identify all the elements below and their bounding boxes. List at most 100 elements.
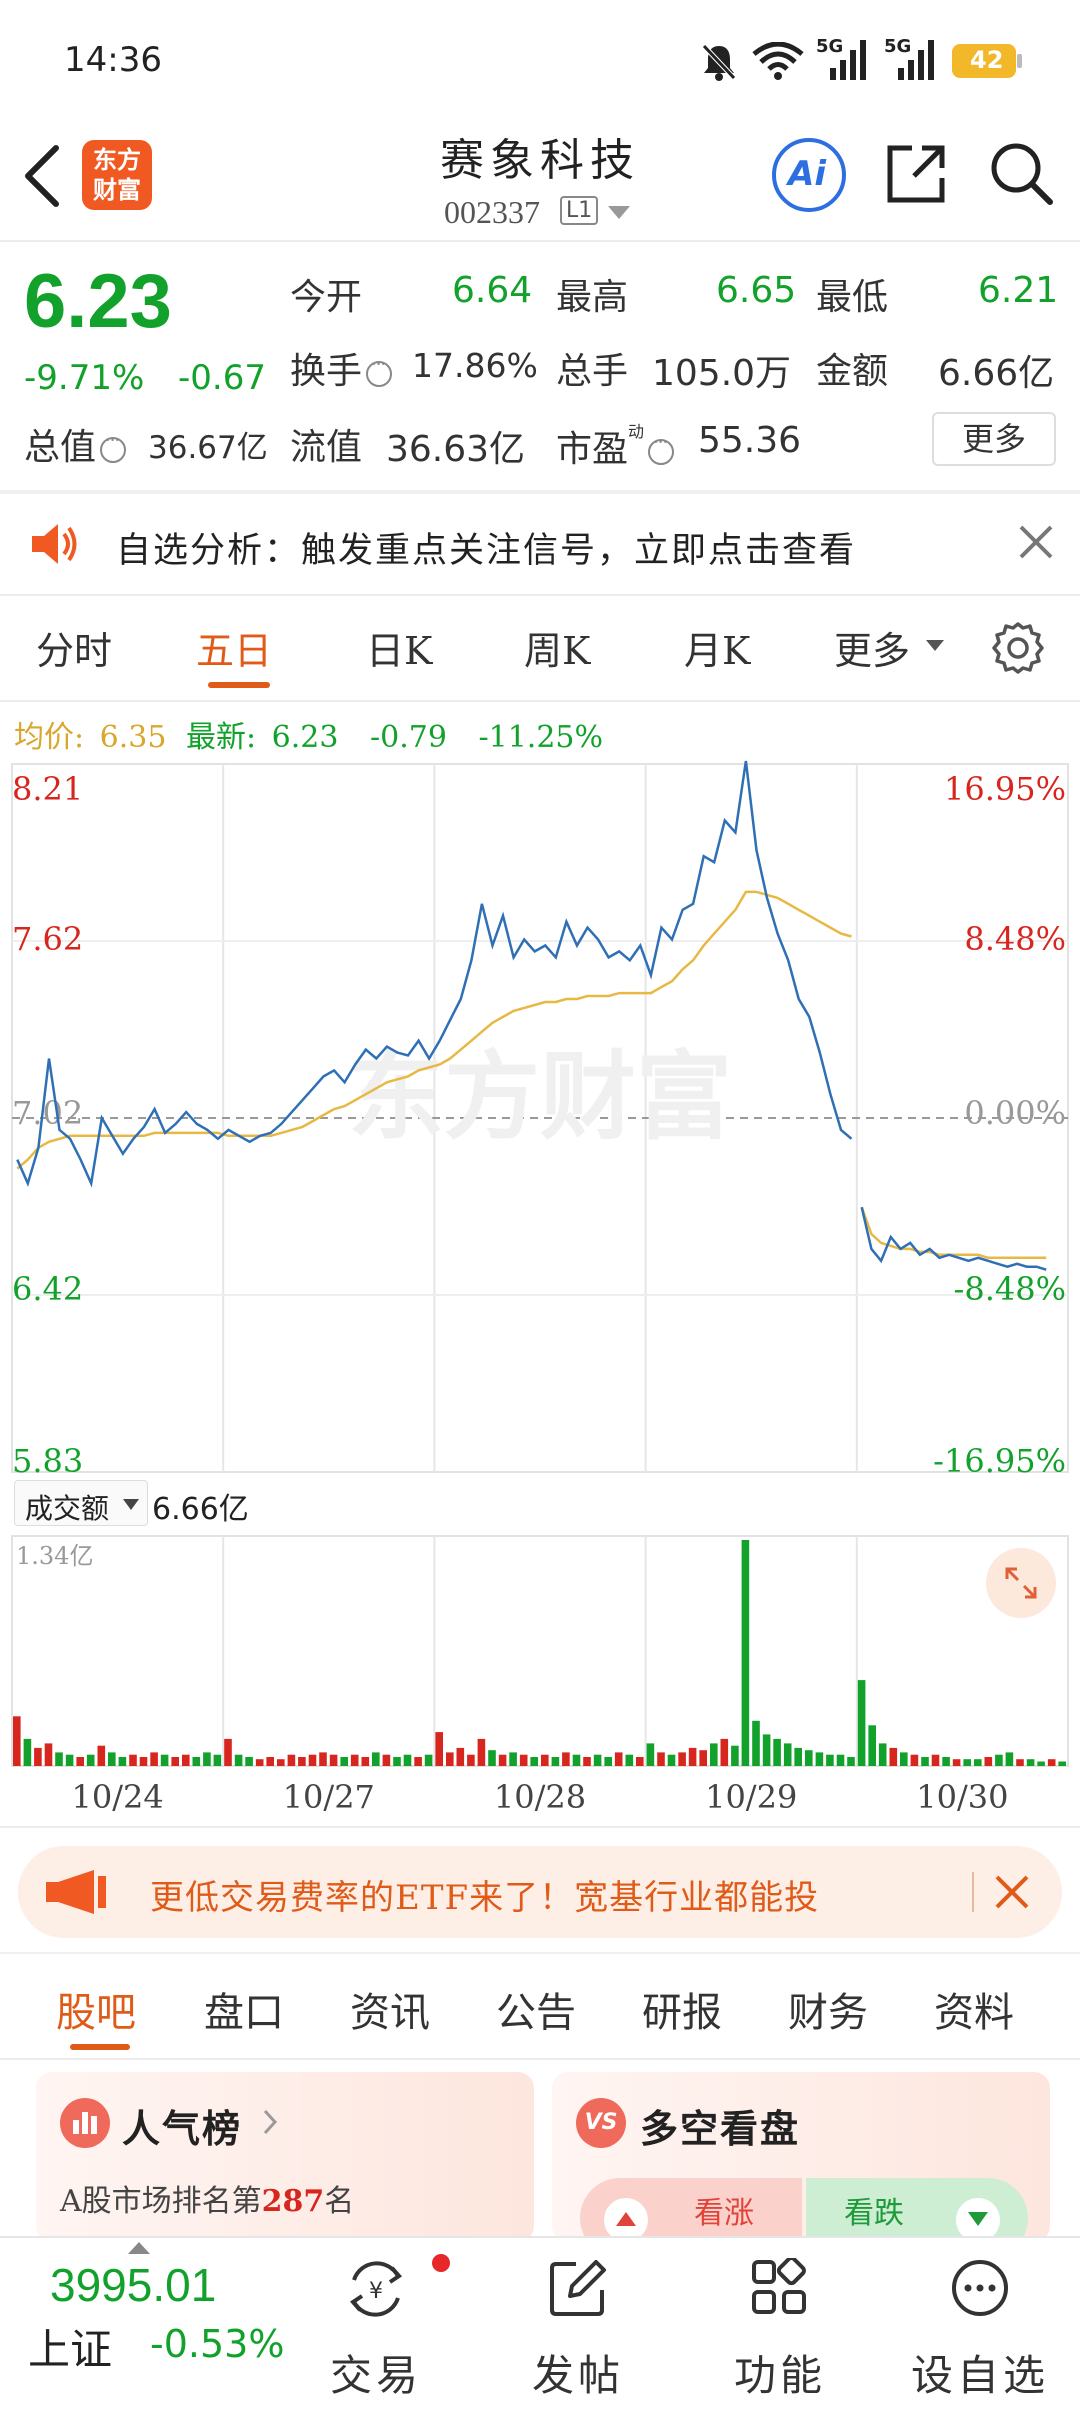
volume-bar	[963, 1759, 971, 1766]
info-icon[interactable]	[648, 432, 675, 465]
volume-bar	[625, 1754, 634, 1766]
stock-code: 002337	[444, 194, 540, 230]
volume-bar	[182, 1754, 190, 1766]
volume-bar	[446, 1752, 454, 1766]
tab-profile[interactable]: 资料	[934, 1990, 1014, 2036]
volume-bar	[952, 1759, 961, 1766]
nav-functions[interactable]: 功能	[680, 2248, 880, 2408]
y-tick-label: 6.42	[12, 1270, 83, 1308]
volume-bar	[340, 1757, 348, 1766]
x-tick-label: 10/27	[282, 1778, 375, 1816]
tab-research[interactable]: 研报	[642, 1990, 722, 2036]
chevron-right-icon	[263, 2109, 278, 2135]
volume-bar	[308, 1754, 317, 1766]
low-label: 最低	[816, 277, 889, 318]
y-tick-pct-label: 8.48%	[964, 920, 1066, 958]
speaker-icon	[32, 524, 77, 564]
volume-bar	[245, 1757, 253, 1766]
pe-label: 市盈动	[556, 418, 678, 472]
app-header: 东方 财富 赛象科技 002337 L1 Ai	[0, 110, 1080, 240]
close-icon[interactable]	[994, 1874, 1030, 1910]
tab-weekly-k[interactable]: 周K	[524, 629, 591, 673]
share-icon[interactable]	[884, 142, 948, 206]
volume-bar	[720, 1738, 729, 1766]
volume-bar	[118, 1757, 127, 1766]
longshort-card[interactable]: VS 多空看盘 看涨 看跌	[552, 2072, 1050, 2242]
index-name[interactable]: 上证	[28, 2325, 113, 2374]
latest-change-pct: -11.25%	[478, 720, 604, 755]
x-tick-label: 10/24	[71, 1778, 164, 1816]
analysis-notice[interactable]: 自选分析：触发重点关注信号，立即点击查看	[0, 494, 1080, 594]
info-icon[interactable]	[100, 430, 127, 463]
volume-bar	[646, 1743, 655, 1766]
volume-value: 105.0万	[652, 353, 792, 394]
y-tick-label: 8.21	[12, 770, 83, 808]
volume-bar	[329, 1754, 338, 1766]
price-chart[interactable]: 东方财富 8.21 7.62 7.02 6.42 5.83 16.95% 8.48% 0.00%…	[0, 760, 1080, 1476]
y-tick-label: 7.62	[12, 920, 83, 958]
volume-bar	[76, 1757, 84, 1766]
volume-bar	[752, 1720, 760, 1766]
tab-announcements[interactable]: 公告	[496, 1990, 576, 2036]
turnover-value: 17.86%	[412, 346, 538, 385]
tab-daily-k[interactable]: 日K	[366, 629, 433, 673]
tab-news[interactable]: 资讯	[350, 1990, 430, 2036]
pe-value: 55.36	[698, 420, 802, 461]
chart-info-row: 均价: 6.35 最新: 6.23 -0.79 -11.25%	[14, 712, 603, 756]
x-tick-label: 10/28	[493, 1778, 587, 1816]
arrow-down-icon	[968, 2212, 988, 2226]
volume-bar	[783, 1743, 792, 1766]
stock-code-row[interactable]: 002337 L1	[440, 190, 660, 234]
volume-bar	[393, 1757, 401, 1766]
popularity-card[interactable]: 人气榜 A股市场排名第287名	[36, 2072, 534, 2242]
ai-button[interactable]: Ai	[772, 138, 846, 212]
bear-button[interactable]: 看跌	[806, 2178, 1028, 2242]
tab-guba[interactable]: 股吧	[56, 1990, 136, 2036]
volume-bar	[1026, 1759, 1035, 1766]
more-button[interactable]: 更多	[932, 412, 1056, 466]
app-logo: 东方 财富	[82, 140, 152, 210]
nav-add-watchlist[interactable]: 设自选	[880, 2248, 1080, 2408]
volume-bar	[234, 1754, 243, 1766]
volume-bar	[1016, 1759, 1024, 1766]
avg-value: 6.35	[99, 720, 167, 755]
trade-icon: ¥	[349, 2261, 403, 2317]
tab-monthly-k[interactable]: 月K	[684, 629, 751, 673]
volume-bar	[456, 1747, 465, 1766]
nav-trade[interactable]: ¥ 交易	[276, 2248, 476, 2408]
info-icon[interactable]	[366, 354, 393, 387]
volume-bar	[266, 1757, 274, 1766]
volume-max-label: 1.34亿	[16, 1542, 93, 1570]
search-icon[interactable]	[988, 140, 1054, 206]
tab-intraday[interactable]: 分时	[36, 629, 113, 673]
mute-icon	[702, 44, 736, 81]
avg-label: 均价:	[14, 720, 85, 755]
tab-pankou[interactable]: 盘口	[204, 1990, 284, 2036]
notification-dot	[432, 2254, 450, 2272]
nav-post[interactable]: 发帖	[478, 2248, 678, 2408]
tab-finance[interactable]: 财务	[788, 1990, 868, 2036]
etf-banner[interactable]: 更低交易费率的ETF来了！宽基行业都能投	[18, 1846, 1062, 1938]
close-icon[interactable]	[1018, 524, 1054, 560]
gear-icon[interactable]	[990, 620, 1046, 676]
tab-more[interactable]: 更多	[834, 629, 911, 673]
index-value[interactable]: 3995.01	[50, 2259, 217, 2311]
volume-bar	[562, 1752, 570, 1766]
volume-bar	[23, 1738, 32, 1766]
volume-bar	[203, 1752, 211, 1766]
index-change: -0.53%	[150, 2322, 285, 2366]
expand-button[interactable]	[986, 1548, 1056, 1618]
volume-selector[interactable]: 成交额	[14, 1480, 148, 1526]
volume-chart[interactable]: 1.34亿	[0, 1534, 1080, 1780]
volume-bar	[509, 1752, 517, 1766]
change-pct: -9.71%	[24, 358, 145, 398]
back-icon[interactable]	[22, 144, 62, 208]
arrow-up-icon	[616, 2212, 636, 2226]
volume-bar	[319, 1752, 327, 1766]
volume-bar	[667, 1754, 676, 1766]
volume-bar	[150, 1752, 158, 1766]
volume-bar	[34, 1747, 42, 1766]
volume-bar	[192, 1757, 201, 1766]
tab-five-day[interactable]: 五日	[196, 629, 273, 673]
bull-button[interactable]: 看涨	[580, 2178, 802, 2242]
